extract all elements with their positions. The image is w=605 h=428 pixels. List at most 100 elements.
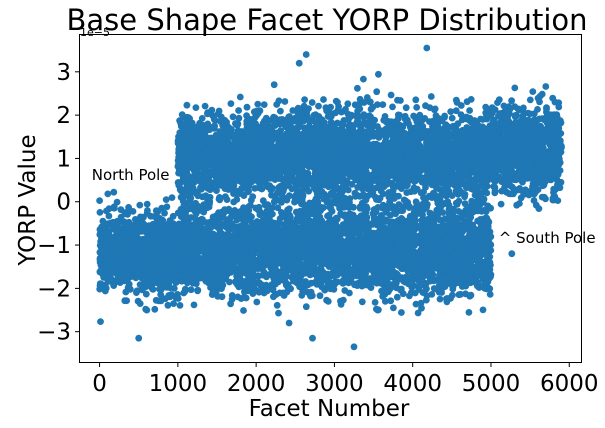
scatter-point [168,223,175,230]
scatter-point [444,161,451,169]
scatter-point [266,166,274,174]
scatter-point [417,143,424,150]
scatter-point [394,96,401,104]
scatter-point [389,145,397,153]
scatter-point [128,248,136,256]
scatter-point [228,155,236,163]
scatter-point [221,185,229,193]
scatter-point [284,116,291,123]
scatter-point [130,223,137,230]
y-scale-label: 1e−5 [80,26,110,39]
scatter-point [251,185,259,192]
scatter-point [163,203,171,211]
scatter-point [329,136,337,144]
scatter-point [448,140,456,148]
scatter-point [277,107,284,115]
scatter-point [360,75,367,83]
scatter-point [253,298,261,306]
scatter-point [425,155,433,163]
scatter-point [441,190,449,197]
scatter-point [206,126,214,133]
scatter-point [253,107,260,115]
scatter-point [259,170,267,178]
scatter-point [396,181,404,189]
scatter-point [308,99,316,106]
scatter-point [404,136,412,144]
scatter-point [147,274,154,282]
scatter-point [455,197,463,205]
scatter-point [393,160,401,168]
scatter-point [389,103,396,111]
scatter-point [135,269,142,277]
scatter-point [391,152,399,159]
scatter-point [234,144,241,152]
scatter-point [402,104,410,112]
scatter-point [411,128,418,136]
scatter-point [133,264,140,272]
scatter-point [348,180,356,188]
scatter-points [96,44,565,351]
scatter-point [370,176,378,184]
scatter-point [170,300,178,307]
scatter-point [141,258,149,266]
scatter-point [121,220,129,228]
scatter-point [327,103,334,111]
scatter-point [168,194,176,202]
scatter-point [104,190,112,198]
scatter-point [295,114,302,122]
scatter-point [118,259,125,267]
scatter-point [227,100,235,107]
scatter-point [145,248,153,256]
scatter-point [404,116,411,124]
scatter-point [271,114,279,122]
scatter-point [359,113,367,121]
scatter-point [395,134,403,142]
scatter-point [254,100,262,108]
scatter-point [143,240,150,248]
scatter-point [124,232,132,239]
scatter-point [232,177,240,185]
scatter-point [454,176,462,183]
scatter-point [271,198,278,206]
scatter-point [139,214,146,222]
scatter-point [164,241,172,249]
scatter-point [326,143,334,151]
scatter-point [110,188,118,196]
scatter-point [183,101,191,109]
scatter-point [96,242,104,249]
scatter-point [310,133,318,140]
scatter-point [306,118,314,126]
scatter-point [188,124,196,132]
scatter-point [447,179,454,187]
scatter-point [100,230,108,237]
scatter-point [469,151,477,158]
scatter-point [393,120,401,128]
scatter-point [357,160,365,168]
scatter-point [315,181,322,188]
scatter-point [164,232,172,240]
scatter-point [151,305,159,313]
scatter-point [417,175,425,183]
scatter-point [183,118,191,126]
scatter-point [133,241,141,248]
scatter-point [429,167,437,175]
scatter-point [314,146,322,154]
scatter-point [321,148,329,156]
scatter-point [379,190,387,198]
scatter-point [409,176,417,184]
scatter-point [118,240,125,248]
scatter-point [242,185,250,192]
scatter-point [159,216,167,224]
scatter-point [167,262,174,270]
scatter-point [142,305,150,313]
scatter-point [266,182,274,190]
scatter-point [375,157,382,165]
scatter-point [150,244,158,252]
scatter-point [394,128,402,136]
scatter-point [286,163,294,171]
scatter-point [327,109,335,117]
scatter-point [230,198,238,206]
scatter-point [322,181,330,189]
scatter-point [149,285,156,293]
